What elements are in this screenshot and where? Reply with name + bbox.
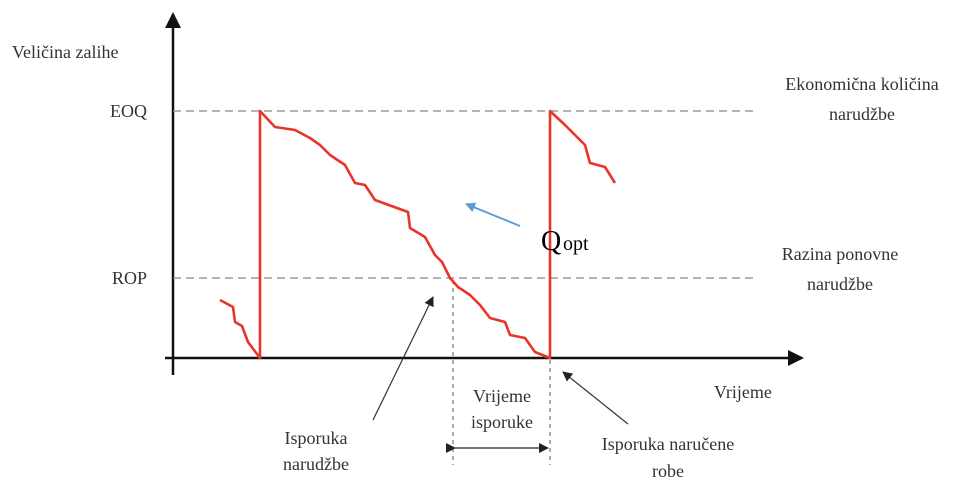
inventory-line [219, 109, 617, 360]
qopt-sub: opt [563, 233, 589, 255]
eoq-description: Ekonomična količina [785, 74, 938, 94]
goods-delivery-label: Isporuka naručene [602, 434, 734, 454]
qopt-arrow [465, 202, 521, 227]
x-axis-label: Vrijeme [714, 382, 772, 402]
rop-label: ROP [112, 268, 147, 288]
eoq-label: EOQ [110, 101, 147, 121]
order-delivery-label: narudžbe [283, 454, 349, 474]
goods-delivery-arrow [562, 371, 629, 425]
y-axis-label: Veličina zalihe [12, 42, 118, 62]
lead-time-label: isporuke [471, 412, 533, 432]
rop-description: narudžbe [807, 274, 873, 294]
eoq-description: narudžbe [829, 104, 895, 124]
order-delivery-arrow [372, 296, 434, 421]
rop-description: Razina ponovne [782, 244, 898, 264]
lead-time-label: Vrijeme [473, 386, 531, 406]
order-delivery-label: Isporuka [285, 428, 348, 448]
qopt-main: Q [541, 226, 561, 257]
goods-delivery-label: robe [652, 461, 684, 481]
